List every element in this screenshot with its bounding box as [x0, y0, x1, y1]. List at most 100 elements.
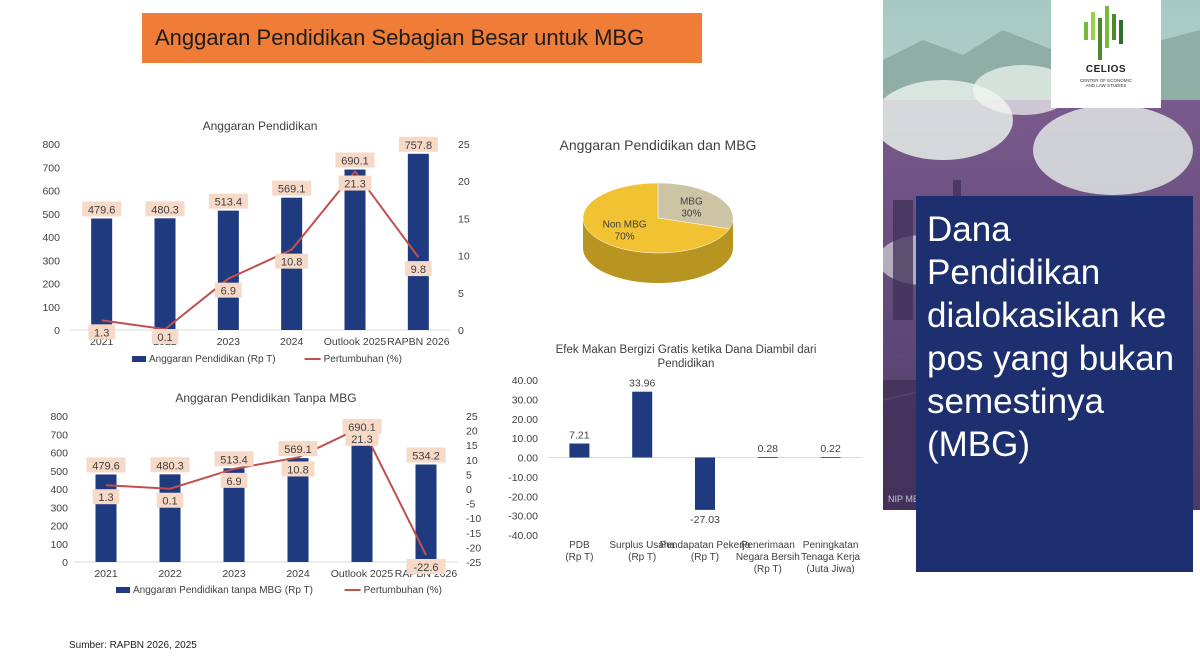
line-data-label: 1.3	[98, 492, 113, 504]
line-data-label-bg	[215, 282, 242, 298]
y-tick-label: -30.00	[508, 511, 538, 523]
legend-swatch-bar	[132, 356, 146, 362]
source-note: Sumber: RAPBN 2026, 2025	[69, 640, 197, 651]
bar-data-label: 534.2	[412, 451, 440, 463]
y-tick-label: 200	[42, 279, 60, 291]
x-tick-label: Outlook 2025	[331, 568, 394, 580]
headline-text: Dana Pendidikan dialokasikan ke pos yang…	[927, 210, 1175, 464]
legend-label: Pertumbuhan (%)	[364, 585, 442, 596]
bar-data-label: 569.1	[284, 444, 312, 456]
legend-label: Pertumbuhan (%)	[324, 354, 402, 365]
y2-tick-label: 5	[458, 288, 464, 300]
pie-slice	[657, 182, 734, 230]
bar-data-label: 757.8	[405, 140, 433, 152]
line-data-label-bg	[156, 492, 184, 508]
svg-text:NIP MB: NIP MB	[888, 494, 919, 504]
y-tick-label: 600	[42, 186, 60, 198]
y2-tick-label: 20	[466, 426, 478, 438]
bar-data-label: 480.3	[156, 460, 184, 472]
bar-data-label-bg	[214, 451, 254, 467]
pie-slice-label: MBG	[680, 197, 703, 208]
growth-line	[101, 169, 420, 331]
y-tick-label: -40.00	[508, 530, 538, 542]
bar	[217, 210, 239, 330]
y-tick-label: 500	[42, 209, 60, 221]
y2-tick-label: 0	[466, 484, 472, 496]
x-tick-label: 2023	[217, 336, 241, 348]
x-tick-label: 2023	[222, 568, 246, 580]
logo-subtitle: CENTER OF ECONOMIC AND LAW STUDIES	[1079, 78, 1132, 88]
bar	[569, 443, 590, 458]
bar-data-label: 0.28	[758, 443, 779, 455]
y-tick-label: 400	[50, 484, 68, 496]
logo-name: CELIOS	[1085, 64, 1127, 75]
y2-tick-label: -10	[466, 513, 481, 525]
pie-slice-label: Non MBG	[603, 219, 647, 230]
x-tick-label: 2021	[94, 568, 118, 580]
bar-data-label: 690.1	[341, 156, 369, 168]
bar	[757, 456, 778, 458]
legend-swatch-bar	[116, 587, 130, 593]
line-data-label: 6.9	[221, 286, 236, 298]
bar-data-label: -27.03	[690, 514, 720, 526]
y2-tick-label: 10	[466, 455, 478, 467]
y-tick-label: 100	[42, 302, 60, 314]
bar-data-label-bg	[342, 419, 382, 435]
bar-data-label: 0.22	[820, 443, 841, 455]
y-tick-label: -10.00	[508, 472, 538, 484]
y2-tick-label: 20	[458, 176, 470, 188]
celios-logo: CELIOS CENTER OF ECONOMIC AND LAW STUDIE…	[1051, 0, 1161, 108]
line-data-label-bg	[345, 430, 379, 446]
chart-title: Efek Makan Bergizi Gratis ketika Dana Di…	[556, 344, 817, 370]
line-data-label: 10.8	[287, 464, 308, 476]
page-title: Anggaran Pendidikan Sebagian Besar untuk…	[155, 25, 645, 50]
line-data-label-bg	[281, 461, 315, 477]
line-data-label-bg	[405, 261, 432, 277]
bar	[820, 457, 841, 458]
chart-title: Anggaran Pendidikan Tanpa MBG	[175, 391, 356, 405]
line-data-label: 21.3	[351, 434, 372, 446]
bar	[351, 436, 373, 562]
y-tick-label: 30.00	[512, 394, 538, 406]
x-tick-label: 2022	[158, 568, 182, 580]
x-tick-label: Surplus Usaha (Rp T)	[609, 540, 675, 563]
bar-data-label: 479.6	[88, 204, 116, 216]
line-data-label-bg	[275, 253, 309, 269]
y-tick-label: 300	[50, 502, 68, 514]
chart-title: Anggaran Pendidikan dan MBG	[560, 137, 757, 153]
bar-data-label: 480.3	[151, 204, 179, 216]
line-data-label: 0.1	[157, 332, 172, 344]
y2-tick-label: -20	[466, 542, 481, 554]
pie-slice-pct: 70%	[615, 231, 635, 242]
x-tick-label: Peningkatan Tenaga Kerja (Juta Jiwa)	[801, 540, 860, 575]
y2-tick-label: 25	[466, 411, 478, 423]
bar-data-label-bg	[208, 193, 248, 209]
y2-tick-label: -25	[466, 557, 481, 569]
y-tick-label: 500	[50, 466, 68, 478]
bar	[407, 153, 429, 330]
pie-slice	[582, 182, 730, 254]
line-data-label: -22.6	[413, 562, 438, 574]
bar-data-label: 513.4	[220, 454, 248, 466]
bar	[344, 169, 366, 330]
x-tick-label: Outlook 2025	[324, 336, 387, 348]
x-tick-label: 2024	[280, 336, 304, 348]
chart-anggaran-pendidikan: Anggaran Pendidikan800700600500400300200…	[42, 119, 470, 365]
line-data-label: 0.1	[162, 496, 177, 508]
line-data-label-bg	[338, 175, 372, 191]
line-data-label-bg	[88, 324, 115, 340]
bar	[415, 464, 437, 562]
bar	[154, 218, 176, 330]
y-tick-label: 20.00	[512, 414, 538, 426]
bar-data-label-bg	[406, 447, 446, 463]
y2-tick-label: -15	[466, 528, 481, 540]
bar	[632, 391, 653, 458]
line-data-label: 1.3	[94, 327, 109, 339]
y-tick-label: 100	[50, 539, 68, 551]
line-data-label-bg	[406, 558, 446, 574]
y2-tick-label: 5	[466, 469, 472, 481]
pie-slice-pct: 30%	[681, 209, 701, 220]
bar-data-label-bg	[398, 136, 438, 152]
legend-label: Anggaran Pendidikan tanpa MBG (Rp T)	[133, 585, 313, 596]
